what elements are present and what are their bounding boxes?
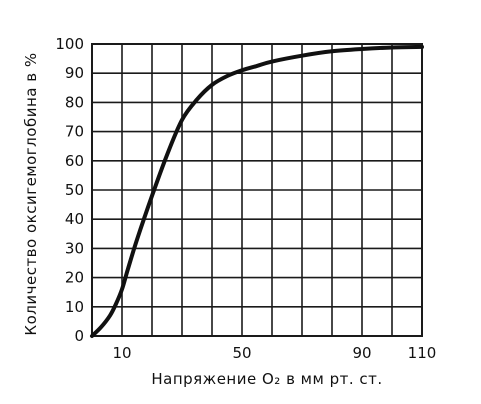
y-tick-labels: 0 10 20 30 40 50 60 70 80 90 100 [55, 35, 84, 345]
x-tick-labels: 10 50 90 110 [112, 344, 436, 362]
grid [92, 44, 422, 336]
y-tick-label: 90 [65, 64, 84, 82]
y-tick-label: 100 [55, 35, 84, 53]
series-line [90, 44, 424, 338]
y-tick-label: 40 [65, 210, 84, 228]
y-axis-title: Количество оксигемоглобина в % [22, 52, 40, 335]
plot-frame [91, 43, 423, 337]
x-tick-label: 10 [112, 344, 131, 362]
y-tick-label: 60 [65, 152, 84, 170]
series [90, 44, 424, 338]
x-tick-label: 90 [352, 344, 371, 362]
y-tick-label: 30 [65, 239, 84, 257]
y-tick-label: 70 [65, 123, 84, 141]
x-tick-label: 50 [232, 344, 251, 362]
y-tick-label: 10 [65, 298, 84, 316]
y-tick-label: 80 [65, 93, 84, 111]
x-axis-title: Напряжение O₂ в мм рт. ст. [151, 370, 382, 388]
x-tick-label: 110 [408, 344, 437, 362]
y-tick-label: 50 [65, 181, 84, 199]
y-tick-label: 0 [74, 327, 84, 345]
y-tick-label: 20 [65, 269, 84, 287]
